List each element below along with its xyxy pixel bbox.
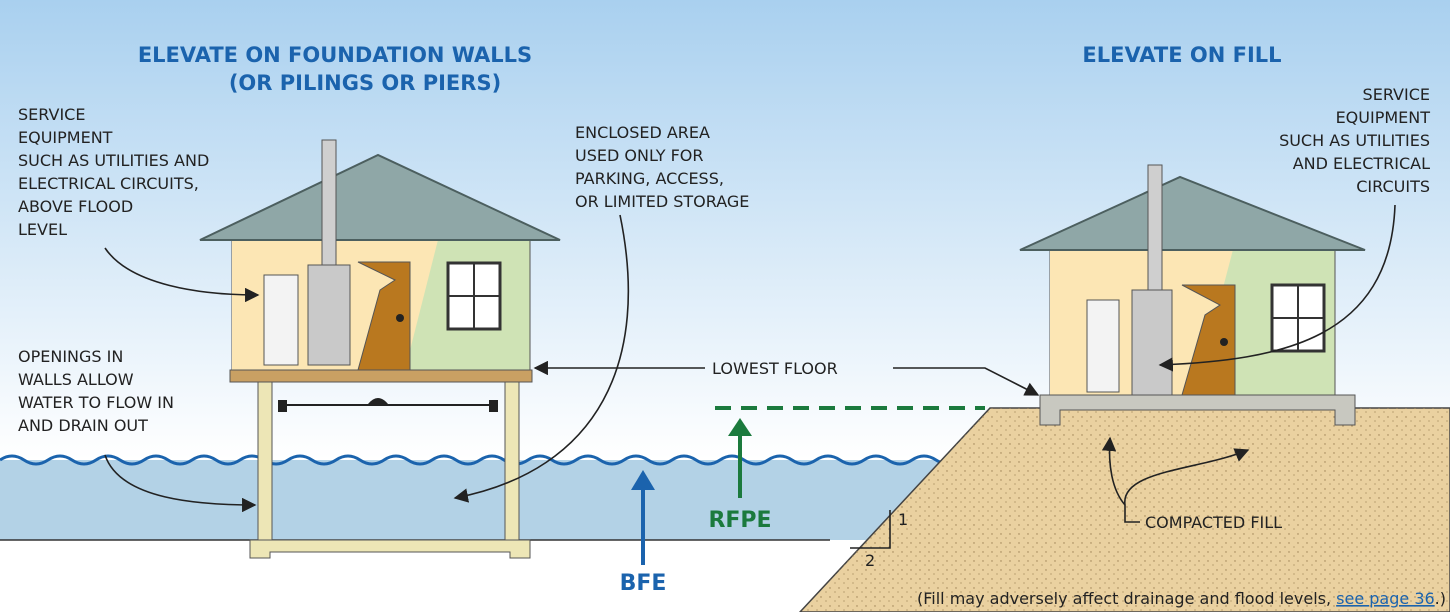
leader — [453, 214, 630, 503]
enclosed-label: ENCLOSED AREA — [575, 123, 710, 142]
leader — [1101, 436, 1126, 506]
bfe-arrowhead — [631, 470, 655, 490]
rfpe-arrowhead — [728, 418, 752, 436]
lowest-floor-label: LOWEST FLOOR — [712, 359, 838, 378]
slope-rise: 1 — [898, 510, 908, 529]
service-label: EQUIPMENT — [1336, 108, 1431, 127]
service-label: CIRCUITS — [1356, 177, 1430, 196]
footnote-link[interactable]: see page 36 — [1336, 589, 1435, 608]
water-surface — [0, 454, 961, 466]
leader — [1158, 204, 1396, 372]
bfe-label: BFE — [620, 571, 667, 596]
openings-label: AND DRAIN OUT — [18, 416, 148, 435]
service-label: AND ELECTRICAL — [1293, 154, 1430, 173]
footnote-text: .) — [1435, 589, 1446, 608]
leader — [104, 247, 260, 303]
slope-indicator — [850, 510, 891, 549]
leader — [104, 454, 257, 513]
enclosed-label: PARKING, ACCESS, — [575, 169, 724, 188]
openings-label: WATER TO FLOW IN — [18, 393, 174, 412]
openings-label: OPENINGS IN — [18, 347, 123, 366]
service-label: SERVICE — [1363, 85, 1430, 104]
footnote: (Fill may adversely affect drainage and … — [917, 589, 1446, 608]
title-right: ELEVATE ON FILL — [1082, 43, 1281, 67]
title-left: ELEVATE ON FOUNDATION WALLS — [138, 43, 532, 67]
enclosed-label: OR LIMITED STORAGE — [575, 192, 749, 211]
service-label: ABOVE FLOOD — [18, 197, 133, 216]
service-label: SUCH AS UTILITIES — [1279, 131, 1430, 150]
service-label: ELECTRICAL CIRCUITS, — [18, 174, 199, 193]
service-label: SERVICE — [18, 105, 85, 124]
water — [0, 460, 960, 540]
slope-run: 2 — [865, 551, 875, 570]
rfpe-label: RFPE — [708, 508, 771, 533]
right-house — [1019, 164, 1366, 426]
service-label: SUCH AS UTILITIES AND — [18, 151, 209, 170]
enclosed-label: USED ONLY FOR — [575, 146, 704, 165]
compacted-fill-label: COMPACTED FILL — [1145, 513, 1282, 532]
openings-label: WALLS ALLOW — [18, 370, 134, 389]
service-label: EQUIPMENT — [18, 128, 113, 147]
service-label: LEVEL — [18, 220, 67, 239]
left-house — [199, 139, 561, 559]
title-left: (OR PILINGS OR PIERS) — [229, 71, 501, 95]
leader — [893, 367, 1040, 396]
footnote-text: (Fill may adversely affect drainage and … — [917, 589, 1336, 608]
